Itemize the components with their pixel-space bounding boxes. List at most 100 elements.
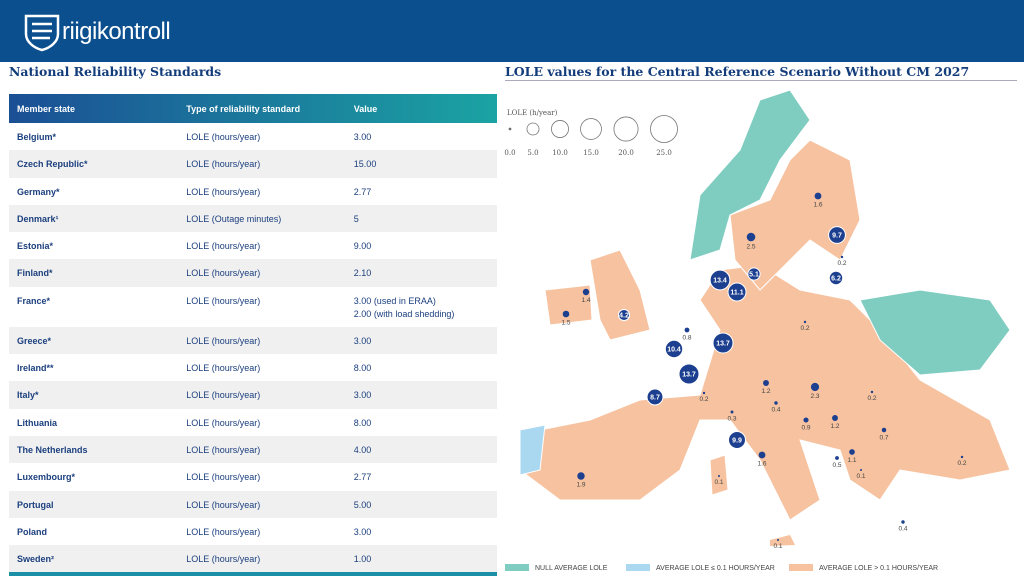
lole-label: 4.2: [619, 313, 629, 320]
size-legend-circle: [526, 122, 540, 136]
table-cell: LOLE (hours/year): [186, 159, 261, 170]
size-legend-label: 20.0: [618, 149, 634, 157]
lole-bubble: [881, 427, 887, 433]
lole-label: 0.2: [957, 460, 966, 467]
lole-label: 0.8: [682, 334, 691, 341]
size-legend-circle: [508, 127, 512, 131]
lole-label: 10.4: [667, 347, 681, 354]
lole-bubble: [758, 451, 766, 459]
lole-label: 1.6: [813, 201, 822, 208]
lole-bubble: [562, 310, 570, 318]
lole-label: 9.7: [832, 233, 842, 240]
map-title: LOLE values for the Central Reference Sc…: [505, 64, 970, 79]
table-row: France* LOLE (hours/year) 3.00 (used in ER…: [9, 287, 497, 327]
table-cell: LOLE (Outage minutes): [186, 213, 282, 224]
lole-label: 0.2: [699, 396, 708, 403]
table-row: Finland* LOLE (hours/year) 2.10: [9, 259, 497, 287]
lole-label: 13.4: [713, 278, 727, 285]
lole-bubble: [709, 269, 731, 291]
lole-label: 1.2: [761, 388, 770, 395]
table-row: Lithuania LOLE (hours/year) 8.00: [9, 409, 497, 436]
lole-bubble: [763, 380, 769, 386]
table-row: Italy* LOLE (hours/year) 3.00: [9, 381, 497, 409]
table-cell: 3.00: [353, 526, 372, 537]
table-cell: LOLE (hours/year): [186, 241, 261, 252]
lole-label: 0.4: [898, 526, 907, 533]
lole-bubble: [712, 332, 734, 354]
lole-bubble: [835, 456, 839, 460]
table-cell: 2.77: [353, 186, 372, 197]
header-bar: riigikontroll: [0, 0, 1024, 62]
table-bottom-bar: [9, 572, 497, 576]
lole-label: 11.1: [730, 290, 743, 297]
legend-label: AVERAGE LOLE > 0.1 HOURS/YEAR: [819, 565, 938, 572]
table-cell: Finland*: [17, 268, 53, 279]
table-cell: 5: [353, 213, 359, 224]
lole-bubble: [828, 226, 846, 244]
lole-bubble: [746, 232, 756, 242]
table-cell: 2.77: [353, 472, 372, 483]
lole-label: 0.2: [837, 260, 846, 267]
lole-label: 0.1: [773, 543, 782, 550]
table-cell: Estonia*: [17, 241, 54, 252]
table-row: Greece* LOLE (hours/year) 3.00: [9, 326, 497, 355]
table-cell: 4.00: [353, 444, 372, 455]
lole-bubble: [582, 288, 590, 296]
table-cell: LOLE (hours/year): [186, 268, 261, 279]
size-legend-circle: [613, 116, 639, 142]
size-legend-label: 0.0: [504, 149, 515, 157]
table-cell: Sweden²: [17, 554, 55, 565]
size-legend-circle: [551, 120, 569, 138]
table-cell: 3.00: [353, 335, 372, 346]
table-cell: 8.00: [353, 363, 372, 374]
lole-bubble: [803, 417, 809, 423]
title-rule: [505, 80, 1017, 81]
lole-label: 1.4: [581, 297, 590, 304]
legend-swatch: [789, 564, 813, 571]
table-row: Sweden² LOLE (hours/year) 1.00: [9, 545, 497, 573]
table-cell: 5.00: [353, 499, 372, 510]
table-row: Belgium* LOLE (hours/year) 3.00: [9, 123, 497, 150]
size-legend-label: 5.0: [527, 149, 538, 157]
table-row: Portugal LOLE (hours/year) 5.00: [9, 490, 497, 518]
lole-label: 0.7: [879, 434, 888, 441]
lole-label: 2.5: [746, 243, 755, 250]
lole-bubble: [777, 539, 779, 541]
table-cell: LOLE (hours/year): [186, 363, 261, 374]
size-legend-label: 10.0: [552, 149, 568, 157]
logo-emblem: [24, 14, 60, 52]
table-cell: LOLE (hours/year): [186, 499, 261, 510]
lole-label: 2.3: [810, 393, 819, 400]
lole-bubble: [747, 267, 761, 281]
lole-label: 0.5: [832, 462, 841, 469]
table-cell: Luxembourg*: [17, 472, 76, 483]
table-cell: Germany*: [17, 186, 60, 197]
lole-label: 0.1: [856, 473, 865, 480]
table-cell: 15.00: [353, 159, 377, 170]
table-cell: Belgium*: [17, 132, 57, 142]
table-cell: 2.10: [353, 268, 372, 279]
lole-bubble: [728, 431, 746, 449]
table-cell: LOLE (hours/year): [186, 554, 261, 565]
lole-label: 9.9: [732, 438, 742, 445]
table-cell: Poland: [17, 526, 48, 537]
table-cell: 8.00: [353, 417, 372, 428]
map: LOLE (h/year) 0.0 5.0 10.0 15.0 20.0 25.0 1.6 2.…: [504, 89, 1011, 572]
lole-bubble: [664, 339, 684, 359]
table-cell: LOLE (hours/year): [186, 335, 261, 346]
table-cell: 3.00: [353, 132, 372, 142]
table-cell: Portugal: [17, 499, 54, 510]
table-cell: Ireland**: [17, 363, 54, 374]
table-cell: LOLE (hours/year): [186, 526, 261, 537]
table-row: Denmark¹ LOLE (Outage minutes) 5: [9, 204, 497, 233]
lole-label: 0.1: [714, 479, 723, 486]
legend-swatch: [505, 564, 529, 571]
table-cell: LOLE (hours/year): [186, 132, 261, 142]
lole-label: 0.2: [800, 325, 809, 332]
lole-bubble: [718, 475, 720, 477]
table-row: Czech Republic* LOLE (hours/year) 15.00: [9, 150, 497, 178]
table-cell: 1.00: [353, 554, 372, 565]
lole-bubble: [870, 390, 874, 394]
table-cell: LOLE (hours/year): [186, 186, 261, 197]
lole-bubble: [774, 401, 778, 405]
